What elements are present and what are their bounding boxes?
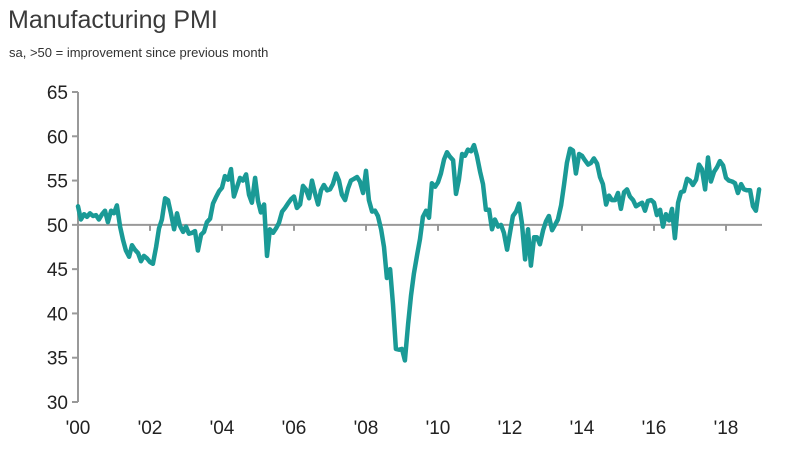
y-tick-label: 40 (47, 304, 68, 325)
x-tick-label: '00 (66, 418, 91, 439)
x-tick-label: '10 (426, 418, 451, 439)
y-tick-label: 60 (47, 127, 68, 148)
x-axis: '00 '02 '04 '06 '08 '10 '12 '14 '16 '18 (66, 223, 762, 439)
y-tick-label: 50 (47, 216, 68, 237)
y-axis: 30 35 40 45 50 55 60 65 (47, 83, 79, 414)
y-tick-label: 35 (47, 349, 68, 370)
x-tick-label: '08 (354, 418, 379, 439)
chart-title: Manufacturing PMI (8, 6, 218, 34)
pmi-series-line (75, 142, 762, 363)
x-tick-label: '12 (498, 418, 523, 439)
chart-subtitle: sa, >50 = improvement since previous mon… (9, 45, 269, 60)
x-tick-label: '18 (714, 418, 739, 439)
series-group (75, 142, 762, 363)
y-tick-label: 65 (47, 83, 68, 104)
x-tick-label: '16 (642, 418, 667, 439)
x-tick-label: '02 (138, 418, 163, 439)
y-tick-label: 55 (47, 172, 68, 193)
y-tick-label: 30 (47, 393, 68, 414)
x-tick-label: '04 (210, 418, 235, 439)
x-tick-label: '14 (570, 418, 595, 439)
y-tick-label: 45 (47, 260, 68, 281)
x-tick-label: '06 (282, 418, 307, 439)
